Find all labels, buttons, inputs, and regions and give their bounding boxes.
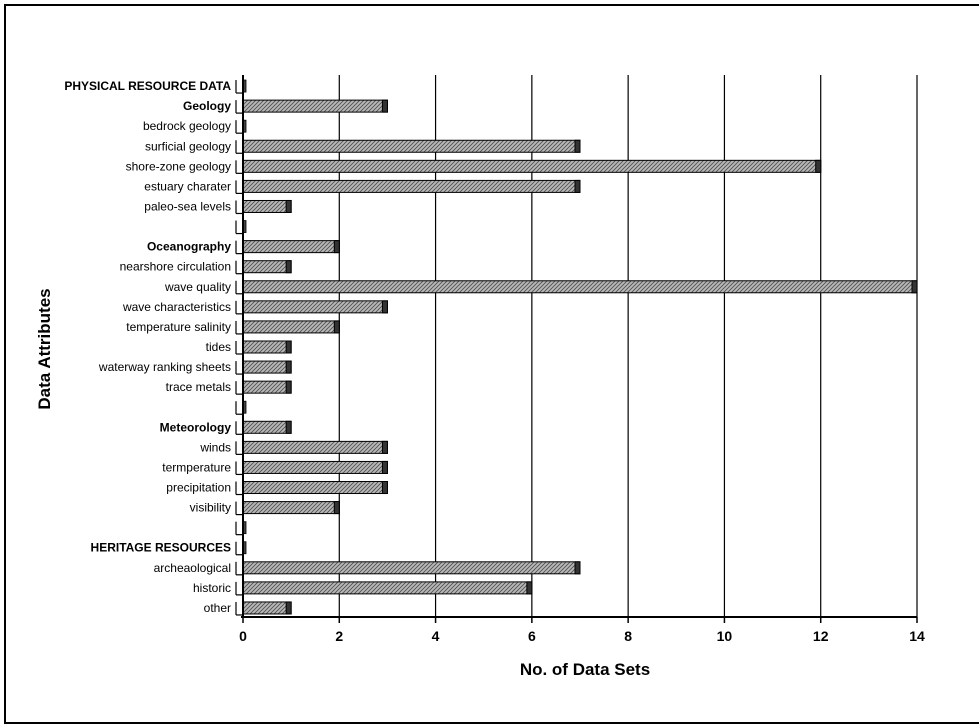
category-label: paleo-sea levels <box>144 199 231 213</box>
bar-end-cap <box>574 139 581 153</box>
bar-end-cap <box>381 460 388 474</box>
y-axis-title: Data Attributes <box>35 288 54 409</box>
bar <box>242 340 292 354</box>
category-label: other <box>204 601 231 615</box>
bar <box>242 440 388 454</box>
bar-end-cap <box>381 99 388 113</box>
bar <box>242 280 918 294</box>
bar-end-cap <box>526 581 533 595</box>
x-tick-label: 8 <box>624 628 632 644</box>
category-labels: PHYSICAL RESOURCE DATA Geology bedrock geo… <box>64 79 231 615</box>
bar-end-cap <box>285 199 292 213</box>
bar-end-cap <box>574 561 581 575</box>
category-label: surficial geology <box>145 139 231 153</box>
x-tick-labels: 0 2 4 6 8 10 12 14 <box>239 617 925 644</box>
category-label: HERITAGE RESOURCES <box>91 541 231 555</box>
bar <box>242 420 292 434</box>
category-label: termperature <box>162 460 231 474</box>
category-label: winds <box>199 440 231 454</box>
category-label: shore-zone geology <box>126 159 231 173</box>
bar <box>242 380 292 394</box>
x-tick-label: 4 <box>432 628 440 644</box>
bar <box>242 199 292 213</box>
bar <box>242 99 388 113</box>
bar <box>242 581 533 595</box>
bar-end-cap <box>815 159 822 173</box>
category-label: PHYSICAL RESOURCE DATA <box>64 79 231 93</box>
category-label: historic <box>193 581 231 595</box>
bar <box>242 139 581 153</box>
bar-end-cap <box>285 360 292 374</box>
x-tick-label: 12 <box>813 628 829 644</box>
category-label: waterway ranking sheets <box>98 360 231 374</box>
x-axis-title: No. of Data Sets <box>520 660 650 679</box>
bar-end-cap <box>381 300 388 314</box>
bar <box>242 179 581 193</box>
bar <box>242 300 388 314</box>
category-label: bedrock geology <box>143 119 231 133</box>
x-tick-label: 6 <box>528 628 536 644</box>
x-tick-label: 0 <box>239 628 247 644</box>
category-label: estuary charater <box>144 179 231 193</box>
bar <box>242 601 292 615</box>
bar-end-cap <box>285 340 292 354</box>
category-label: Oceanography <box>147 240 231 254</box>
category-label: archeaological <box>154 561 231 575</box>
category-label: tides <box>206 340 231 354</box>
bar <box>242 240 340 254</box>
bar <box>242 460 388 474</box>
x-tick-label: 2 <box>335 628 343 644</box>
bar <box>242 501 340 515</box>
category-label: trace metals <box>166 380 231 394</box>
bar <box>242 320 340 334</box>
bar-end-cap <box>285 601 292 615</box>
category-label: Geology <box>183 99 231 113</box>
bar-end-cap <box>333 320 340 334</box>
bar-end-cap <box>574 179 581 193</box>
category-label: wave quality <box>164 280 231 294</box>
bar-end-cap <box>285 420 292 434</box>
bar-end-cap <box>381 481 388 495</box>
bar <box>242 561 581 575</box>
bar-end-cap <box>381 440 388 454</box>
bars <box>242 79 918 615</box>
grid-lines <box>338 75 918 617</box>
axes <box>235 75 917 618</box>
bar <box>242 159 822 173</box>
bar-end-cap <box>285 380 292 394</box>
x-tick-label: 14 <box>909 628 925 644</box>
category-label: Meteorology <box>160 420 232 434</box>
bar <box>242 360 292 374</box>
category-label: visibility <box>190 501 231 515</box>
bar-end-cap <box>333 240 340 254</box>
bar-end-cap <box>333 501 340 515</box>
bar <box>242 481 388 495</box>
category-label: wave characteristics <box>122 300 231 314</box>
category-label: nearshore circulation <box>120 260 231 274</box>
bar-end-cap <box>911 280 918 294</box>
bar-chart: PHYSICAL RESOURCE DATA Geology bedrock geo… <box>35 75 925 679</box>
bar-end-cap <box>285 260 292 274</box>
bar <box>242 260 292 274</box>
category-label: temperature salinity <box>126 320 231 334</box>
category-label: precipitation <box>166 481 231 495</box>
x-tick-label: 10 <box>717 628 733 644</box>
